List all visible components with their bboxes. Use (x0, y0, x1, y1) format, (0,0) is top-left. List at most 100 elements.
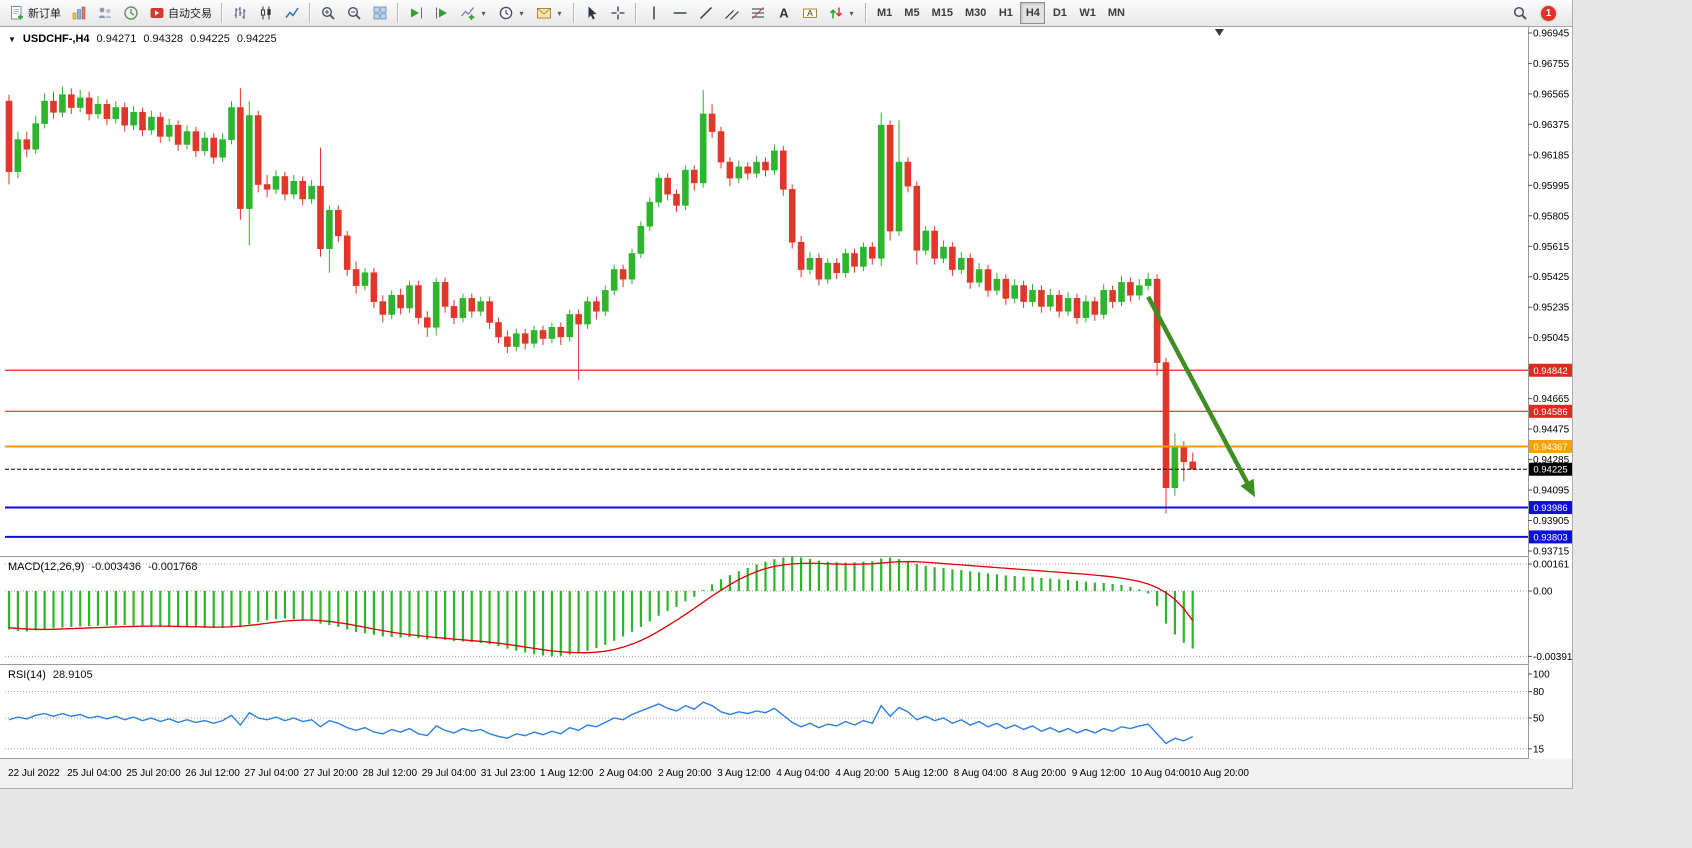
navigator-button[interactable] (119, 2, 143, 24)
toolbar-right: 1 (1507, 2, 1568, 24)
auto-scroll-icon (411, 7, 422, 19)
channel-tool-button[interactable] (720, 2, 744, 24)
chart-canvas[interactable]: 0.96945 0.96755 0.96565 0.96375 0.96185 0.959… (0, 0, 1572, 788)
zoom-out-button[interactable] (342, 2, 366, 24)
zoom-out-icon (347, 6, 361, 20)
svg-text:28 Jul 12:00: 28 Jul 12:00 (363, 768, 418, 779)
svg-text:80: 80 (1533, 687, 1545, 698)
search-button[interactable] (1508, 2, 1532, 24)
text-tool-button[interactable]: A (772, 2, 796, 24)
svg-text:0.96375: 0.96375 (1533, 120, 1570, 131)
svg-text:0.94842: 0.94842 (1533, 366, 1567, 377)
panel-chrome (0, 27, 1572, 788)
arrows-dropdown-caret[interactable]: ▾ (849, 8, 854, 18)
timeframe-h1-button[interactable]: H1 (993, 2, 1018, 24)
toolbar-separator (573, 3, 575, 23)
auto-trading-button[interactable]: 自动交易 (145, 2, 216, 24)
timeframe-w1-button[interactable]: W1 (1074, 2, 1101, 24)
macd-main-value: -0.003436 (91, 561, 141, 573)
chart-shift-button[interactable] (430, 2, 454, 24)
chart-shift-marker[interactable] (1214, 29, 1224, 36)
rsi-value: 28.9105 (52, 669, 93, 681)
trendline-tool-button[interactable] (694, 2, 718, 24)
svg-text:2 Aug 04:00: 2 Aug 04:00 (599, 768, 653, 779)
svg-text:4 Aug 20:00: 4 Aug 20:00 (835, 768, 889, 779)
svg-text:0.95235: 0.95235 (1533, 303, 1570, 314)
timeframe-mn-button[interactable]: MN (1103, 2, 1130, 24)
candles-layer (5, 86, 1196, 514)
line-chart-mode-button[interactable] (280, 2, 304, 24)
line-chart-icon (285, 7, 299, 18)
tile-windows-button[interactable] (368, 2, 392, 24)
mail-icon (537, 8, 551, 19)
chart-shift-icon (436, 7, 447, 19)
svg-text:-0.00391: -0.00391 (1533, 652, 1572, 663)
horizontal-line-icon (673, 12, 687, 14)
svg-text:A: A (807, 8, 813, 18)
new-order-button[interactable]: 新订单 (5, 2, 65, 24)
zoom-in-button[interactable] (316, 2, 340, 24)
symbol-dropdown-icon[interactable]: ▼ (8, 34, 16, 44)
horizontal-line-tool-button[interactable] (668, 2, 692, 24)
svg-text:27 Jul 04:00: 27 Jul 04:00 (244, 768, 299, 779)
vertical-line-icon (653, 6, 655, 20)
time-scale[interactable]: 22 Jul 2022 25 Jul 04:00 25 Jul 20:00 26 Ju… (8, 768, 1249, 779)
chart-title: ▼ USDCHF-,H4 0.94271 0.94328 0.94225 0.9… (8, 33, 277, 45)
svg-text:4 Aug 04:00: 4 Aug 04:00 (776, 768, 830, 779)
svg-text:0.00161: 0.00161 (1533, 560, 1570, 571)
candlestick-mode-button[interactable] (254, 2, 278, 24)
svg-text:25 Jul 04:00: 25 Jul 04:00 (67, 768, 122, 779)
text-label-tool-button[interactable]: A (798, 2, 822, 24)
periods-dropdown-caret[interactable]: ▾ (519, 8, 524, 18)
svg-text:29 Jul 04:00: 29 Jul 04:00 (422, 768, 477, 779)
svg-text:0.96565: 0.96565 (1533, 89, 1570, 100)
svg-text:0.95805: 0.95805 (1533, 211, 1570, 222)
svg-text:0.94665: 0.94665 (1533, 394, 1570, 405)
timeframe-m15-button[interactable]: M15 (927, 2, 958, 24)
svg-text:0.95995: 0.95995 (1533, 181, 1570, 192)
charts-button[interactable] (67, 2, 91, 24)
templates-button[interactable]: ▾ (532, 2, 568, 24)
new-order-icon (11, 6, 23, 20)
timeframe-h4-button[interactable]: H4 (1020, 2, 1046, 24)
market-watch-button[interactable] (93, 2, 117, 24)
svg-text:3 Aug 12:00: 3 Aug 12:00 (717, 768, 771, 779)
crosshair-icon (611, 6, 625, 20)
auto-scroll-button[interactable] (404, 2, 428, 24)
trend-arrow[interactable] (1146, 295, 1255, 498)
indicators-button[interactable]: ▾ (456, 2, 492, 24)
svg-text:A: A (779, 6, 789, 21)
periods-button[interactable]: ▾ (494, 2, 530, 24)
bar-chart-mode-button[interactable] (228, 2, 252, 24)
timeframe-d1-button[interactable]: D1 (1047, 2, 1072, 24)
toolbar-separator (397, 3, 399, 23)
arrows-tool-button[interactable]: ▾ (824, 2, 860, 24)
vertical-line-tool-button[interactable] (642, 2, 666, 24)
svg-text:9 Aug 12:00: 9 Aug 12:00 (1072, 768, 1126, 779)
trendline-icon (700, 7, 712, 19)
timeframe-m5-button[interactable]: M5 (899, 2, 924, 24)
templates-dropdown-caret[interactable]: ▾ (557, 8, 562, 18)
clock-icon (499, 6, 513, 20)
auto-trading-icon (150, 8, 164, 18)
svg-text:0.94586: 0.94586 (1533, 407, 1567, 418)
price-lines-layer[interactable] (5, 369, 1528, 538)
cursor-tool-button[interactable] (580, 2, 604, 24)
svg-text:8 Aug 20:00: 8 Aug 20:00 (1013, 768, 1067, 779)
fibonacci-tool-button[interactable] (746, 2, 770, 24)
rsi-name: RSI(14) (8, 669, 46, 681)
svg-text:27 Jul 20:00: 27 Jul 20:00 (304, 768, 359, 779)
indicators-dropdown-caret[interactable]: ▾ (481, 8, 486, 18)
notification-badge[interactable]: 1 (1541, 5, 1556, 21)
low-value: 0.94225 (190, 33, 230, 45)
text-label-icon: A (803, 8, 817, 18)
price-scale[interactable]: 0.96945 0.96755 0.96565 0.96375 0.96185 0.959… (1528, 27, 1572, 759)
toolbar-separator (221, 3, 223, 23)
open-value: 0.94271 (96, 33, 137, 45)
svg-text:15: 15 (1533, 744, 1545, 755)
toolbar-separator (865, 3, 867, 23)
timeframe-m30-button[interactable]: M30 (960, 2, 991, 24)
svg-text:31 Jul 23:00: 31 Jul 23:00 (481, 768, 536, 779)
crosshair-tool-button[interactable] (606, 2, 630, 24)
timeframe-m1-button[interactable]: M1 (872, 2, 897, 24)
